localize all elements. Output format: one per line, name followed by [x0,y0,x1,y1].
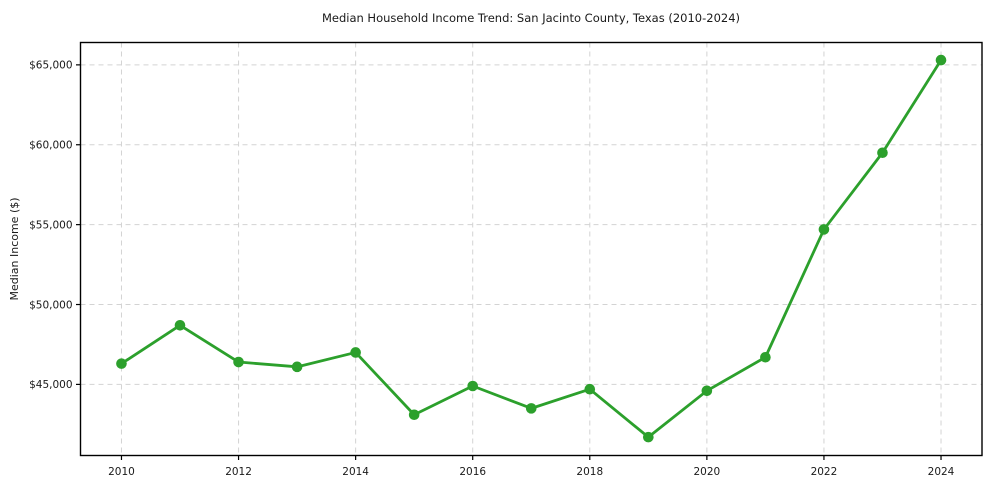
x-tick-label: 2010 [108,466,135,478]
x-tick-label: 2020 [693,466,720,478]
data-point-2018 [584,383,596,395]
data-point-2023 [877,147,888,159]
x-tick-label: 2014 [342,466,369,478]
data-point-2017 [525,403,537,414]
data-point-2014 [350,347,361,358]
data-point-2015 [408,409,420,421]
y-tick-label: $50,000 [29,299,72,311]
data-point-2019 [643,431,654,443]
data-point-2024 [935,54,947,66]
axis-ticks [76,64,942,460]
axis-tick-labels: 2010 2012 2014 2016 2018 2020 2022 2024 $45,000 $… [29,60,955,478]
data-point-2016 [467,380,479,392]
chart-title: Median Household Income Trend: San Jacin… [322,11,740,25]
income-trend-series [116,54,947,443]
data-point-2022 [818,224,830,235]
y-tick-label: $65,000 [29,60,72,72]
axes-spines [79,41,983,457]
y-tick-label: $60,000 [29,140,72,152]
y-tick-label: $45,000 [29,379,72,391]
data-point-2012 [233,356,244,368]
y-axis-label: Median Income ($) [8,197,21,300]
x-tick-label: 2018 [576,466,603,478]
x-tick-label: 2016 [459,466,486,478]
data-point-2010 [116,358,127,369]
data-point-2021 [760,351,771,363]
data-point-2013 [291,361,303,373]
x-tick-label: 2012 [225,466,252,478]
x-tick-label: 2024 [928,466,955,478]
x-tick-label: 2022 [811,466,838,478]
plot-area [80,42,982,456]
data-point-2020 [701,385,713,397]
data-point-2011 [174,319,186,331]
y-tick-label: $55,000 [29,219,72,231]
